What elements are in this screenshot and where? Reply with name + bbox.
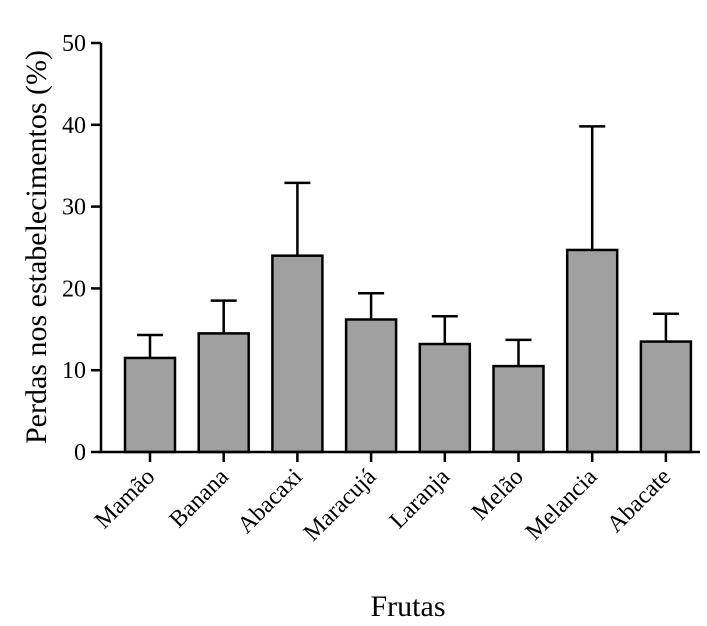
y-tick-label: 40 [62,113,86,139]
bars-layer [123,125,693,454]
bar [639,340,693,454]
x-tick-label: Melancia [521,464,603,546]
bar [123,356,177,454]
bar [344,318,398,454]
y-tick-label: 50 [62,31,86,57]
x-tick-label: Banana [165,464,235,534]
x-tick-label: Maracujá [299,464,382,547]
y-tick-label: 30 [62,195,86,221]
y-axis-title: Perdas nos estabelecimentos (%) [20,50,53,444]
x-tick-label: Abacaxi [233,464,308,539]
bar [565,248,619,454]
x-tick-label: Abacate [602,464,676,538]
y-tick-label: 10 [62,358,86,384]
bar [418,342,472,454]
x-tick-label: Laranja [385,464,455,534]
y-tick-label: 0 [74,440,86,466]
bar [197,332,250,454]
y-ticks: 0 10 20 30 40 50 [62,31,101,466]
axes-layer [99,43,700,454]
bar [271,254,324,454]
x-tick-label: Melão [467,464,529,526]
x-tick-label: Mamão [90,464,160,534]
y-tick-label: 20 [62,276,86,302]
x-axis-title: Frutas [371,590,446,623]
bar [492,364,545,454]
